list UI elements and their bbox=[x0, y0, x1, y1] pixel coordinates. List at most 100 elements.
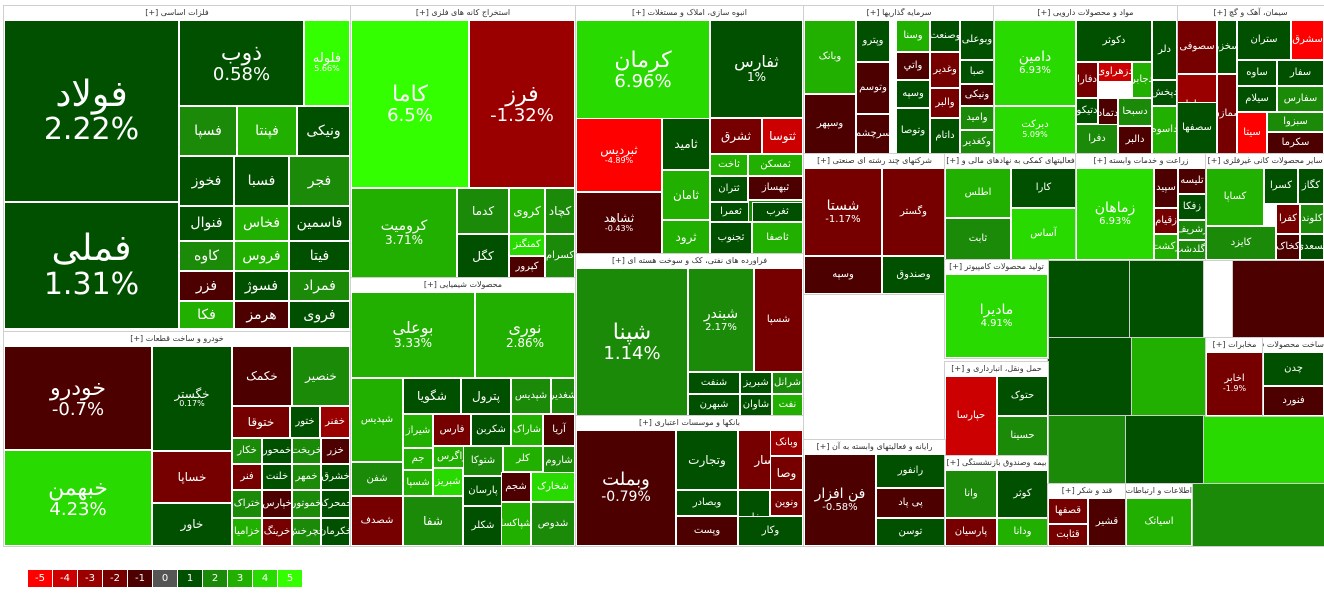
stock-tile[interactable]: وبانک bbox=[770, 430, 803, 456]
sector-header[interactable]: سرمایه گذاریها [+] bbox=[804, 6, 994, 20]
stock-tile[interactable]: کلوند bbox=[1300, 204, 1324, 234]
stock-tile[interactable]: ثاصفا bbox=[752, 222, 803, 254]
stock-tile[interactable]: خودرو -0.7% bbox=[4, 346, 152, 450]
stock-tile[interactable]: سپید bbox=[1154, 168, 1178, 208]
stock-tile[interactable]: وامید bbox=[960, 106, 994, 130]
stock-tile[interactable]: دامین 6.93% bbox=[994, 20, 1076, 106]
stock-tile[interactable]: واتي bbox=[896, 52, 930, 80]
stock-tile[interactable]: فرز -1.32% bbox=[469, 20, 575, 188]
stock-tile[interactable]: ذوب 0.58% bbox=[179, 20, 304, 106]
stock-tile[interactable]: شگویا bbox=[403, 378, 461, 414]
stock-tile[interactable]: دفارا bbox=[1076, 62, 1098, 98]
stock-tile[interactable]: دفرا bbox=[1076, 124, 1118, 154]
stock-tile[interactable]: نوری 2.86% bbox=[475, 292, 575, 378]
stock-tile[interactable]: کسرا bbox=[1264, 168, 1298, 204]
stock-tile[interactable]: خبهمن 4.23% bbox=[4, 450, 152, 546]
stock-tile[interactable]: پترول bbox=[461, 378, 511, 414]
stock-tile[interactable]: وصنعت bbox=[930, 20, 960, 52]
sector-header[interactable]: بانکها و موسسات اعتباری [+] bbox=[576, 416, 803, 430]
stock-tile[interactable]: دکوثر bbox=[1076, 20, 1152, 62]
stock-tile[interactable]: ثشرق bbox=[710, 118, 762, 154]
sector-header[interactable]: سیمان، آهک و گچ [+] bbox=[1177, 6, 1324, 20]
stock-tile[interactable]: ثتران bbox=[710, 176, 748, 202]
stock-tile[interactable]: کگاز bbox=[1298, 168, 1324, 204]
stock-tile[interactable]: شصدف bbox=[351, 496, 403, 546]
stock-tile[interactable]: داتام bbox=[930, 118, 960, 154]
stock-tile[interactable]: فخاس bbox=[234, 206, 289, 241]
stock-tile[interactable]: حسینا bbox=[997, 416, 1048, 456]
stock-tile[interactable]: وسرچشمه bbox=[856, 114, 890, 154]
stock-tile[interactable]: کسعدی bbox=[1300, 234, 1324, 260]
stock-tile[interactable]: فملی 1.31% bbox=[4, 202, 179, 329]
stock-tile[interactable]: ثتوسا bbox=[762, 118, 803, 154]
stock-tile[interactable]: شسپا bbox=[403, 470, 433, 496]
stock-tile[interactable]: کمنگنز bbox=[509, 234, 545, 256]
sector-header[interactable]: سایر محصولات کانی غیرفلزی [+] bbox=[1206, 154, 1324, 168]
stock-tile[interactable]: زکشت bbox=[1154, 234, 1178, 260]
sector-header[interactable]: محصولات شیمیایی [+] bbox=[351, 278, 575, 292]
stock-tile[interactable]: ودانا bbox=[997, 518, 1048, 546]
stock-tile[interactable]: دتیکو bbox=[1076, 98, 1098, 124]
sector-header[interactable]: بیمه وصندوق بازنشستگی [+] bbox=[945, 456, 1048, 470]
sector-header[interactable]: مواد و محصولات دارویی [+] bbox=[994, 6, 1177, 20]
stock-tile[interactable]: سخزر bbox=[1217, 20, 1237, 74]
stock-tile[interactable]: شکربن bbox=[471, 414, 511, 446]
sector-header[interactable]: شرکتهای چند رشته ای صنعتی [+] bbox=[804, 154, 945, 168]
stock-tile[interactable]: حتوک bbox=[997, 376, 1048, 416]
stock-tile[interactable]: زفکا bbox=[1178, 194, 1206, 220]
sector-header[interactable]: تولید محصولات کامپیوتر [+] bbox=[945, 260, 1048, 274]
stock-tile[interactable]: وپست bbox=[676, 516, 738, 546]
stock-tile[interactable]: شپدیس bbox=[511, 378, 551, 414]
stock-tile[interactable]: ثامید bbox=[662, 118, 710, 170]
stock-tile[interactable]: فپنتا bbox=[237, 106, 297, 156]
stock-tile[interactable]: خلنت bbox=[262, 464, 292, 490]
stock-tile[interactable]: خگستر 0.17% bbox=[152, 346, 232, 451]
stock-tile[interactable]: شکلر bbox=[463, 506, 503, 546]
stock-tile[interactable]: توسن bbox=[876, 518, 945, 546]
stock-tile[interactable]: شنفت bbox=[688, 372, 740, 394]
stock-tile[interactable]: فنوال bbox=[179, 206, 234, 241]
stock-tile[interactable]: دلر bbox=[1152, 20, 1177, 80]
stock-tile[interactable]: وکغدیر bbox=[960, 130, 994, 154]
stock-tile[interactable]: شدوص bbox=[531, 502, 575, 546]
stock-tile[interactable]: فاسمین bbox=[289, 206, 350, 241]
stock-tile[interactable]: فزر bbox=[179, 271, 234, 301]
stock-tile[interactable]: دتماد bbox=[1098, 98, 1118, 130]
stock-tile[interactable]: فمراد bbox=[289, 271, 350, 301]
stock-tile[interactable]: آساس bbox=[1011, 208, 1076, 260]
stock-tile[interactable]: قشیر bbox=[1088, 498, 1126, 546]
stock-tile[interactable]: کساپا bbox=[1206, 168, 1264, 226]
stock-tile[interactable]: وپترو bbox=[856, 20, 890, 62]
stock-tile[interactable]: صبا bbox=[960, 60, 994, 84]
stock-tile[interactable]: خکمک bbox=[232, 346, 292, 406]
stock-tile[interactable]: کگل bbox=[457, 234, 509, 278]
stock-tile[interactable]: ثامان bbox=[662, 170, 710, 220]
stock-tile[interactable]: کرومیت 3.71% bbox=[351, 188, 457, 278]
stock-tile[interactable]: کلر bbox=[503, 446, 543, 472]
stock-tile[interactable]: فنر bbox=[232, 464, 262, 490]
sector-header[interactable]: استخراج کانه های فلزی [+] bbox=[351, 6, 575, 20]
sector-header[interactable]: اطلاعات و ارتباطات [+] bbox=[1126, 484, 1192, 498]
stock-tile[interactable]: وبملت -0.79% bbox=[576, 430, 676, 546]
stock-tile[interactable]: فسبا bbox=[234, 156, 289, 206]
stock-tile[interactable]: کدما bbox=[457, 188, 509, 234]
stock-tile[interactable]: شپدیس bbox=[351, 378, 403, 462]
stock-tile[interactable]: هرمز bbox=[234, 301, 289, 329]
stock-tile[interactable]: شتوکا bbox=[463, 446, 503, 476]
stock-tile[interactable]: خفنر bbox=[320, 406, 350, 438]
stock-tile[interactable]: وبوعلی bbox=[960, 20, 994, 60]
stock-tile[interactable]: شاوان bbox=[740, 394, 772, 416]
stock-tile[interactable]: دپخش bbox=[1152, 80, 1177, 106]
sector-header[interactable]: قند و شکر [+] bbox=[1048, 484, 1126, 498]
stock-tile[interactable]: وانا bbox=[945, 470, 997, 518]
stock-tile[interactable]: وبانک bbox=[804, 20, 856, 94]
stock-tile[interactable]: وغدیر bbox=[930, 52, 960, 88]
stock-tile[interactable]: شاراک bbox=[511, 414, 543, 446]
stock-tile[interactable]: خکار bbox=[232, 438, 262, 464]
stock-tile[interactable]: وگستر bbox=[882, 168, 945, 256]
sector-header[interactable]: فلزات اساسی [+] bbox=[4, 6, 350, 20]
stock-tile[interactable]: ثمسکن bbox=[748, 154, 803, 176]
stock-tile[interactable]: ستران bbox=[1237, 20, 1291, 60]
stock-tile[interactable]: خمحور bbox=[262, 438, 292, 464]
stock-tile[interactable]: کفرا bbox=[1276, 204, 1300, 234]
